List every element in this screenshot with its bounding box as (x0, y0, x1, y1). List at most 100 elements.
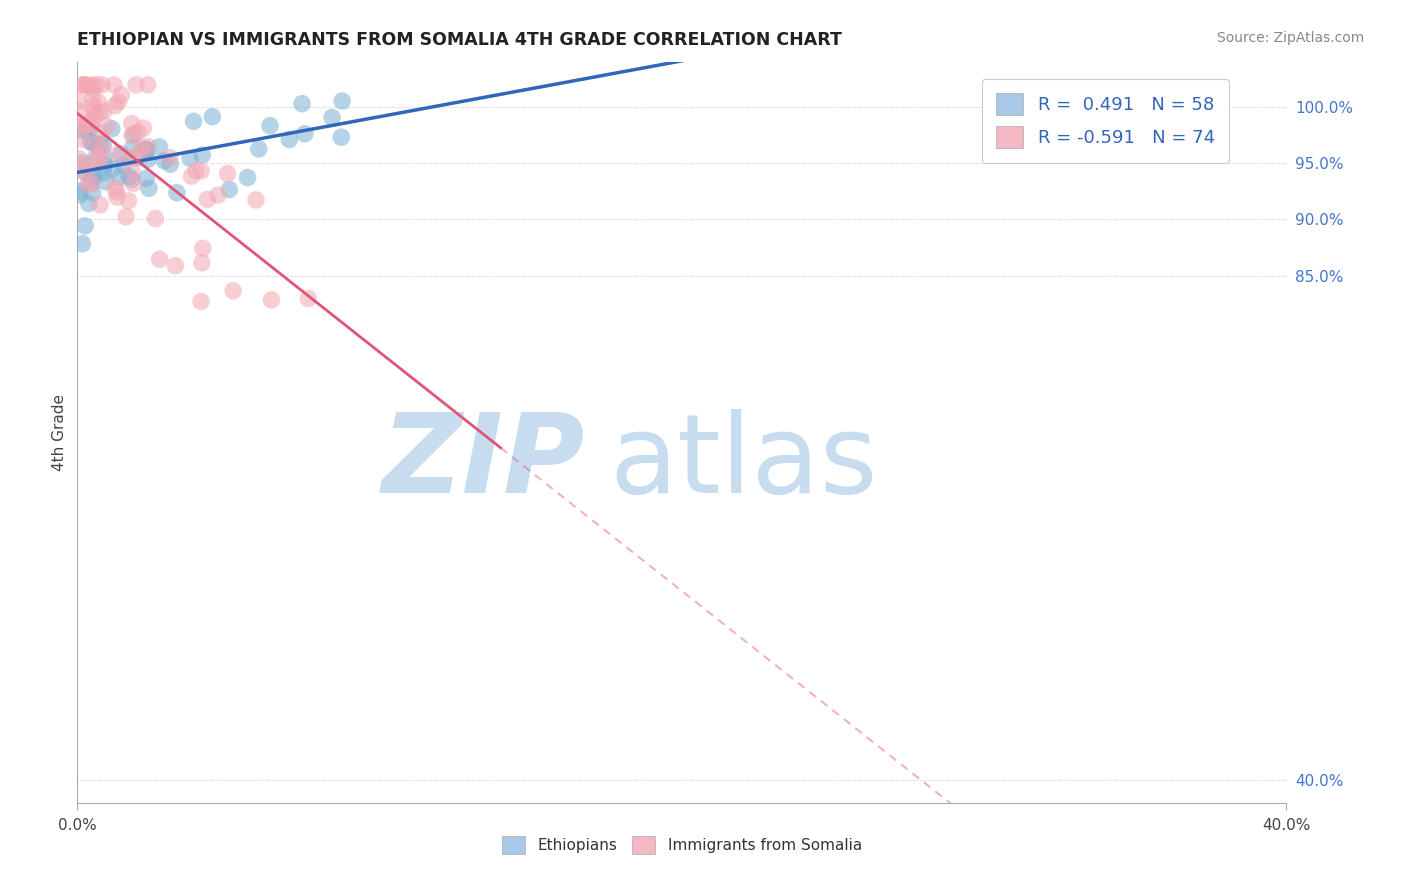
Point (110, 147, 132, 161)
Point (73, 164, 96, 178)
Point (121, 140, 143, 154)
Text: atlas: atlas (609, 409, 877, 516)
Point (67, 184, 90, 198)
Point (136, 78, 159, 92)
Point (76, 117, 98, 131)
Point (291, 96, 314, 111)
Point (321, 111, 343, 125)
Point (245, 193, 267, 207)
Point (247, 142, 270, 156)
Point (217, 167, 239, 181)
Point (191, 241, 214, 255)
Point (236, 170, 259, 185)
Point (80, 120, 103, 135)
Point (294, 127, 316, 141)
Point (86, 78, 108, 92)
Point (108, 170, 131, 185)
Point (67, 152, 90, 166)
Point (82, 186, 104, 200)
Point (75, 78, 97, 92)
Point (148, 140, 170, 154)
Point (195, 192, 218, 206)
Point (87, 95, 110, 110)
Point (138, 181, 160, 195)
Point (190, 164, 212, 178)
Point (89, 198, 111, 212)
Point (76, 123, 98, 137)
Point (135, 171, 157, 186)
Point (93, 104, 115, 119)
Point (190, 294, 212, 309)
Point (79, 176, 101, 190)
Point (330, 130, 353, 145)
Point (91, 142, 114, 156)
Point (84, 138, 107, 153)
Point (82, 171, 104, 186)
Point (72, 159, 94, 173)
Point (89, 153, 111, 168)
Point (115, 210, 138, 224)
Point (82, 91, 104, 105)
Text: ZIP: ZIP (381, 409, 585, 516)
Point (93, 151, 115, 165)
Point (94, 175, 117, 189)
Point (93, 166, 115, 180)
Point (101, 121, 124, 136)
Point (159, 157, 181, 171)
Point (207, 188, 229, 202)
Point (191, 148, 214, 162)
Point (330, 94, 353, 108)
Point (72, 132, 94, 146)
Point (112, 158, 135, 172)
Point (191, 256, 214, 270)
Point (105, 185, 128, 199)
Point (77, 196, 100, 211)
Point (121, 172, 143, 186)
Point (104, 181, 127, 195)
Point (70, 155, 93, 169)
Point (104, 99, 127, 113)
Point (121, 116, 143, 130)
Point (127, 125, 149, 139)
Point (83, 153, 105, 167)
Point (122, 177, 145, 191)
Point (201, 110, 224, 124)
Point (159, 151, 181, 165)
Point (89, 105, 111, 120)
Point (83, 99, 105, 113)
Point (107, 95, 129, 109)
Point (121, 128, 143, 143)
Point (82, 78, 104, 92)
Point (73, 164, 96, 178)
Point (77, 78, 100, 93)
Text: ETHIOPIAN VS IMMIGRANTS FROM SOMALIA 4TH GRADE CORRELATION CHART: ETHIOPIAN VS IMMIGRANTS FROM SOMALIA 4TH… (77, 31, 842, 49)
Point (79, 135, 101, 149)
Point (122, 128, 145, 142)
Point (89, 136, 111, 151)
Point (69, 187, 91, 202)
Point (72, 236, 94, 251)
Point (128, 148, 150, 162)
Point (76, 178, 98, 192)
Text: Source: ZipAtlas.com: Source: ZipAtlas.com (1216, 31, 1364, 45)
Point (105, 190, 128, 204)
Point (80, 115, 103, 129)
Point (117, 194, 139, 208)
Point (127, 151, 149, 165)
Point (121, 164, 143, 178)
Point (90, 126, 112, 140)
Point (184, 164, 207, 178)
Point (108, 146, 131, 161)
Point (129, 141, 152, 155)
Point (94, 158, 117, 172)
Point (80, 158, 103, 172)
Point (110, 88, 132, 103)
Point (218, 183, 240, 197)
Point (84, 109, 107, 123)
Point (90, 78, 112, 92)
Point (183, 114, 205, 128)
Point (136, 153, 159, 167)
Point (143, 211, 166, 226)
Point (82, 103, 104, 118)
Point (222, 284, 245, 298)
